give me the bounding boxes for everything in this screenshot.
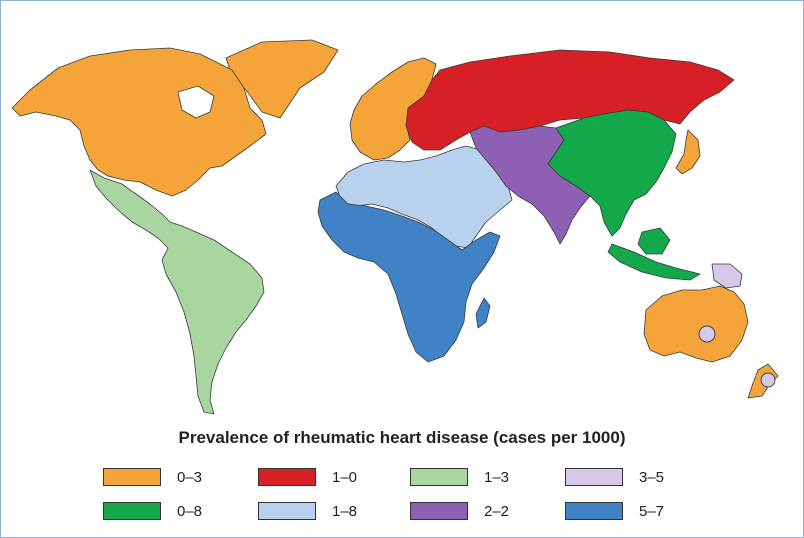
- latin-america-region: [89, 169, 265, 415]
- legend-label: 2–2: [484, 502, 510, 520]
- legend-label: 0–8: [177, 502, 203, 520]
- sub-saharan-africa-region: [317, 191, 501, 363]
- legend-label: 0–3: [177, 468, 203, 486]
- legend-item: 0–8: [103, 500, 202, 522]
- legend-swatch: [258, 502, 316, 520]
- legend-item: 3–5: [565, 466, 664, 488]
- legend-item: 1–0: [258, 466, 357, 488]
- indonesia-region: [607, 243, 701, 281]
- central-south-asia-region: [469, 125, 591, 245]
- australia-region: [643, 285, 749, 363]
- madagascar-region: [475, 297, 491, 329]
- world-map: [11, 39, 779, 415]
- north-africa-middle-east-region: [335, 145, 513, 249]
- legend-swatch: [410, 502, 468, 520]
- legend-title: Prevalence of rheumatic heart disease (c…: [178, 428, 626, 447]
- borneo-region: [637, 227, 671, 255]
- east-southeast-asia-region: [547, 109, 677, 237]
- legend-swatch: [410, 468, 468, 486]
- legend-item: 1–8: [258, 500, 357, 522]
- australia-marker: [698, 325, 716, 343]
- legend-label: 1–3: [484, 468, 510, 486]
- legend-swatch: [565, 468, 623, 486]
- legend-label: 1–8: [332, 502, 358, 520]
- legend-label: 5–7: [639, 502, 665, 520]
- legend-swatch: [103, 502, 161, 520]
- legend-label: 3–5: [639, 468, 665, 486]
- hudson-bay: [177, 85, 215, 119]
- legend-item: 5–7: [565, 500, 664, 522]
- legend-item: 1–3: [410, 466, 509, 488]
- new-zealand-marker: [760, 372, 776, 388]
- legend-swatch: [258, 468, 316, 486]
- legend-item: 2–2: [410, 500, 509, 522]
- legend-item: 0–3: [103, 466, 202, 488]
- pacific-islands-region: [711, 263, 743, 289]
- legend-swatch: [103, 468, 161, 486]
- japan-region: [675, 129, 701, 175]
- legend-label: 1–0: [332, 468, 358, 486]
- north-america-region: [11, 47, 267, 197]
- legend-swatch: [565, 502, 623, 520]
